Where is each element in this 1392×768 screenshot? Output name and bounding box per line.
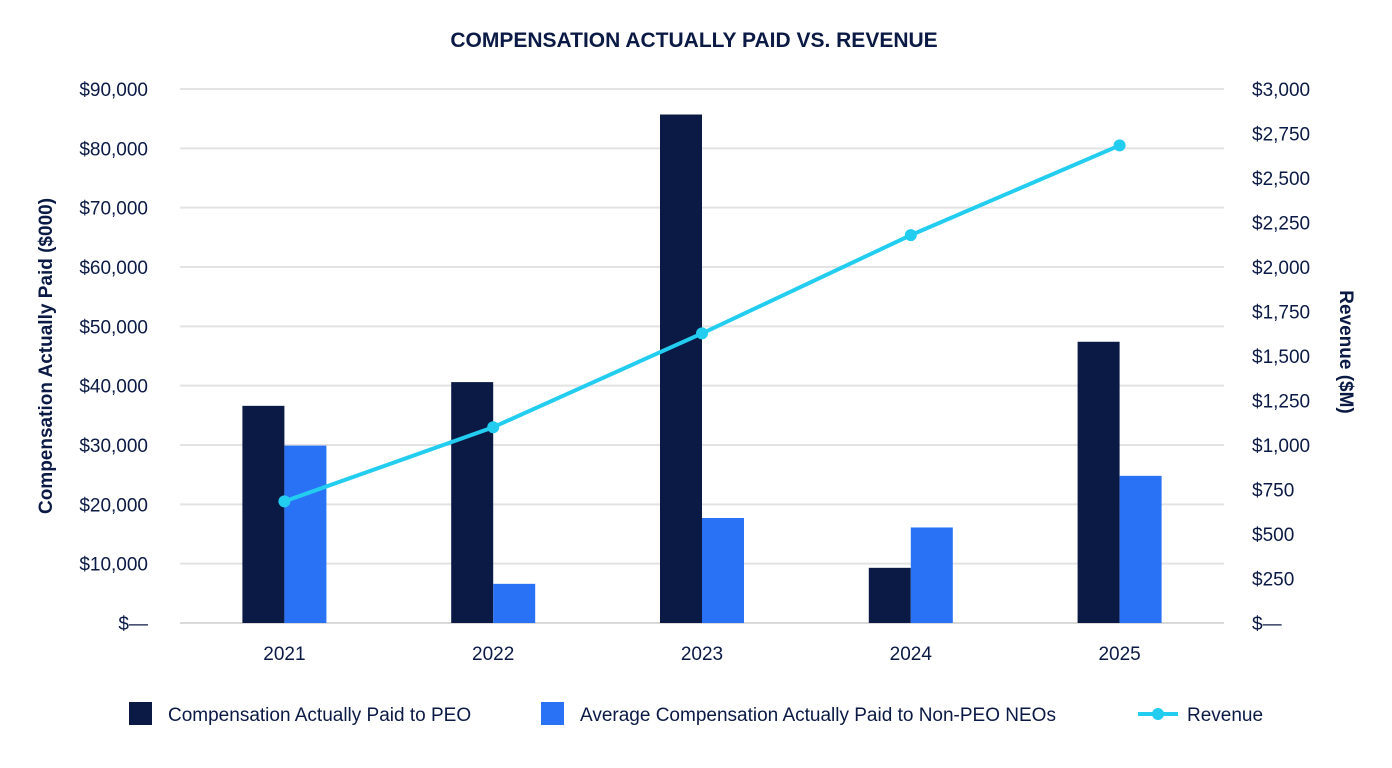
x-axis: 2021 2022 2023 2024 2025 bbox=[263, 644, 1140, 665]
legend-marker-revenue bbox=[1152, 708, 1164, 720]
legend-swatch-non-peo bbox=[541, 702, 564, 725]
x-tick-label: 2025 bbox=[1098, 644, 1140, 665]
x-tick-label: 2022 bbox=[472, 644, 514, 665]
y2-tick-label: $— bbox=[1252, 614, 1282, 635]
bar-non-peo bbox=[910, 527, 953, 623]
legend-label-peo: Compensation Actually Paid to PEO bbox=[168, 705, 471, 726]
x-tick-label: 2023 bbox=[681, 644, 723, 665]
right-axis: $— $250 $500 $750 $1,000 $1,250 $1,500 $1,750 $2… bbox=[1252, 80, 1310, 635]
y2-tick-label: $2,250 bbox=[1252, 214, 1310, 235]
y-tick-label: $30,000 bbox=[79, 436, 148, 457]
y-tick-label: $70,000 bbox=[79, 199, 148, 220]
chart-title: COMPENSATION ACTUALLY PAID VS. REVENUE bbox=[450, 29, 937, 52]
bar-peo bbox=[1077, 341, 1120, 623]
x-tick-label: 2024 bbox=[890, 644, 933, 665]
revenue-point bbox=[278, 495, 291, 508]
y2-tick-label: $3,000 bbox=[1252, 80, 1310, 101]
x-tick-label: 2021 bbox=[263, 644, 305, 665]
y2-tick-label: $1,500 bbox=[1252, 347, 1310, 368]
y2-tick-label: $2,500 bbox=[1252, 169, 1310, 190]
y2-tick-label: $2,750 bbox=[1252, 125, 1310, 146]
legend: Compensation Actually Paid to PEO Average… bbox=[129, 702, 1263, 726]
y2-tick-label: $250 bbox=[1252, 570, 1294, 591]
y-tick-label: $80,000 bbox=[79, 139, 148, 160]
y2-tick-label: $1,750 bbox=[1252, 303, 1310, 324]
revenue-line-layer bbox=[278, 139, 1126, 508]
y-tick-label: $20,000 bbox=[79, 495, 148, 516]
bar-peo bbox=[451, 382, 494, 623]
y-tick-label: $60,000 bbox=[79, 258, 148, 279]
bar-non-peo bbox=[493, 583, 536, 623]
revenue-point bbox=[1113, 139, 1126, 152]
legend-swatch-peo bbox=[129, 702, 152, 725]
y2-tick-label: $1,000 bbox=[1252, 436, 1310, 457]
bar-non-peo bbox=[1119, 475, 1162, 623]
legend-label-revenue: Revenue bbox=[1187, 705, 1263, 726]
legend-label-non-peo: Average Compensation Actually Paid to No… bbox=[580, 705, 1056, 726]
y2-tick-label: $500 bbox=[1252, 525, 1294, 546]
revenue-point bbox=[487, 421, 500, 434]
y-tick-label: $40,000 bbox=[79, 377, 148, 398]
y2-tick-label: $750 bbox=[1252, 481, 1294, 502]
y2-axis-title: Revenue ($M) bbox=[1335, 290, 1356, 414]
y-axis-title: Compensation Actually Paid ($000) bbox=[36, 198, 57, 514]
y-tick-label: $— bbox=[118, 614, 148, 635]
bars-layer bbox=[242, 114, 1162, 623]
y2-tick-label: $1,250 bbox=[1252, 392, 1310, 413]
bar-non-peo bbox=[284, 445, 327, 623]
y-tick-label: $50,000 bbox=[79, 317, 148, 338]
bar-peo bbox=[868, 567, 911, 623]
bar-peo bbox=[242, 405, 285, 623]
bar-non-peo bbox=[702, 517, 744, 623]
bar-peo bbox=[660, 114, 702, 623]
y2-tick-label: $2,000 bbox=[1252, 258, 1310, 279]
y-tick-label: $10,000 bbox=[79, 555, 148, 576]
y-tick-label: $90,000 bbox=[79, 80, 148, 101]
left-axis: $— $10,000 $20,000 $30,000 $40,000 $50,000 $60… bbox=[79, 80, 148, 635]
revenue-point bbox=[904, 229, 917, 242]
revenue-point bbox=[696, 327, 708, 340]
